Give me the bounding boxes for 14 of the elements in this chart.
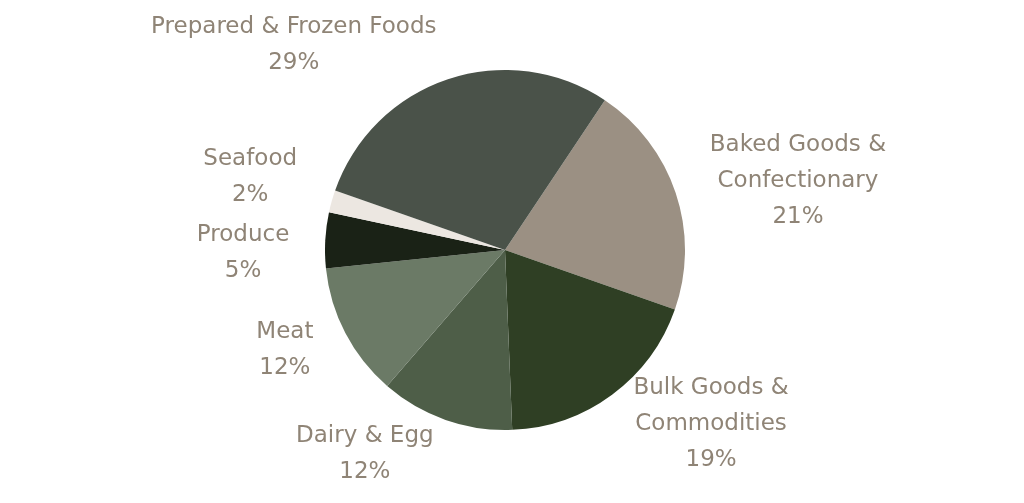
data-label: 21% (772, 202, 824, 229)
slice-label: Baked Goods & Confectionary (709, 130, 887, 193)
data-label: 12% (339, 456, 391, 483)
slice-label: Meat (256, 316, 314, 343)
data-label: 5% (224, 255, 262, 282)
slice-label: Bulk Goods & Commodities (633, 372, 789, 435)
data-label: 19% (685, 444, 737, 471)
data-label: 12% (259, 352, 311, 379)
slice-label: Dairy & Egg (296, 420, 434, 447)
slice-label: Produce (196, 219, 290, 246)
slice-label: Prepared & Frozen Foods (151, 12, 437, 39)
data-label: 29% (268, 48, 320, 75)
slice-label: Seafood (203, 143, 298, 170)
data-label: 2% (231, 179, 269, 206)
